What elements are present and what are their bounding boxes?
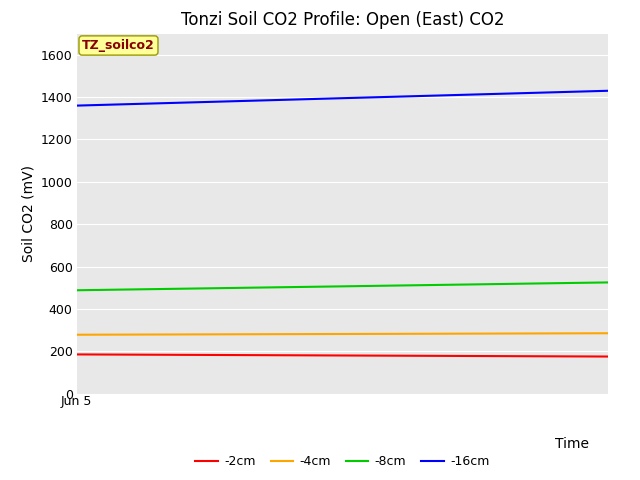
Text: TZ_soilco2: TZ_soilco2 bbox=[82, 39, 155, 52]
Title: Tonzi Soil CO2 Profile: Open (East) CO2: Tonzi Soil CO2 Profile: Open (East) CO2 bbox=[180, 11, 504, 29]
Legend: -2cm, -4cm, -8cm, -16cm: -2cm, -4cm, -8cm, -16cm bbox=[191, 450, 495, 473]
Text: Time: Time bbox=[555, 437, 589, 451]
Y-axis label: Soil CO2 (mV): Soil CO2 (mV) bbox=[21, 165, 35, 262]
